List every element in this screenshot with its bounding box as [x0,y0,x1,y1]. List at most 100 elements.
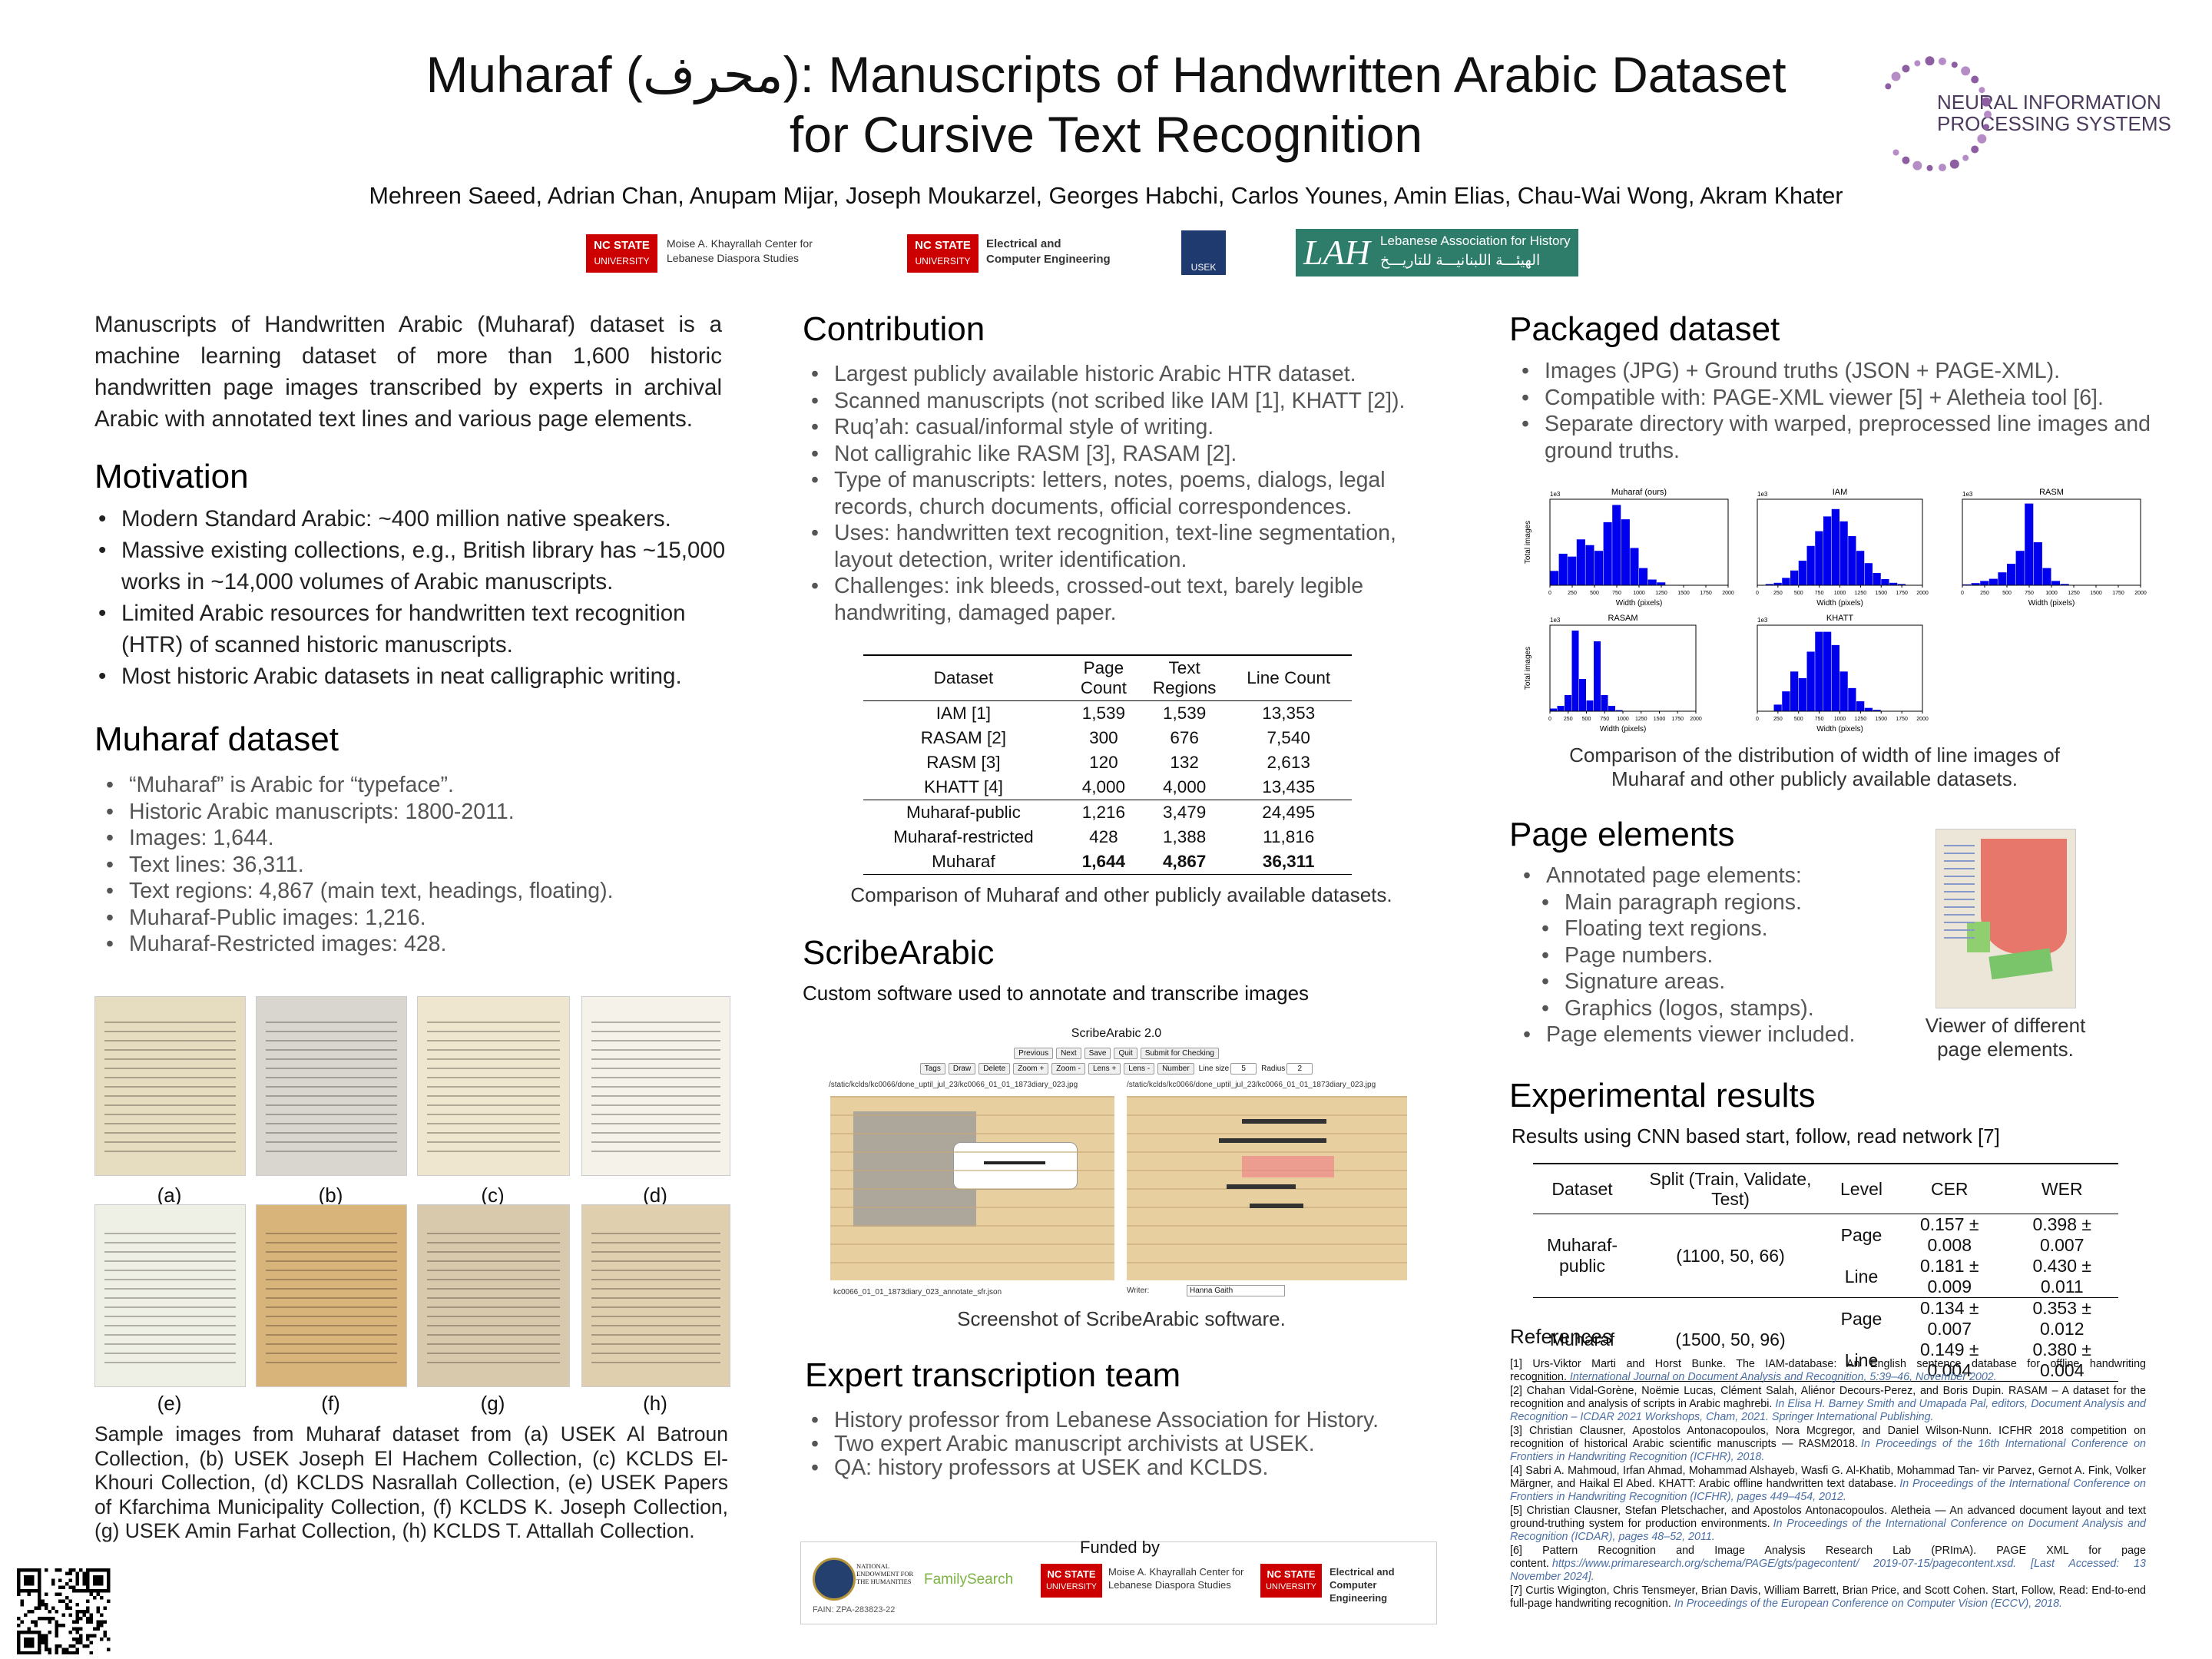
qr-module [68,1644,72,1648]
qr-module [68,1651,72,1654]
app-button[interactable]: Submit for Checking [1140,1048,1219,1059]
histogram-bar [1585,545,1594,585]
tool-button[interactable]: Lens + [1088,1063,1121,1075]
sample-label: (c) [481,1184,505,1207]
qr-module [45,1617,48,1621]
qr-module [45,1634,48,1637]
qr-module [24,1651,28,1654]
qr-module [20,1620,24,1624]
qr-module [24,1578,28,1582]
qr-module [89,1613,93,1617]
qr-module [38,1644,41,1648]
tool-button[interactable]: Tags [919,1063,945,1075]
table-group: Muharaf-public 1,216 3,479 24,495 Muharaf-re… [863,800,1352,875]
qr-module [38,1631,41,1634]
qr-module [79,1634,83,1637]
column-header: Page Count [1063,654,1144,701]
qr-module [68,1585,72,1589]
table-cell: 4,000 [1162,777,1207,796]
qr-module [93,1582,97,1586]
sample-photo [581,1204,730,1387]
logo-text: NATIONAL ENDOWMENT FOR THE HUMANITIES [856,1562,914,1585]
histogram-bar [1823,516,1832,585]
qr-module [96,1620,100,1624]
table-caption: Comparison of Muharaf and other publicly… [850,883,1392,906]
qr-module [48,1620,51,1624]
table-cell: 13,435 [1262,777,1316,796]
qr-module [38,1641,41,1644]
histogram: Muharaf (ours) 1e3 0 250 500 750 1000 1250 1500 1… [1524,488,1734,608]
qr-module [48,1610,51,1614]
handwriting [427,1020,560,1160]
table-cell: 0.149 ± 0.004 [1919,1339,1979,1380]
writer-field[interactable]: Hanna Gaith [1187,1285,1285,1296]
histogram-title: Muharaf (ours) [1611,488,1667,497]
app-button[interactable]: Next [1056,1048,1081,1059]
histogram-title: RASM [2039,488,2064,497]
qr-module [55,1631,58,1634]
qr-module [45,1603,48,1607]
x-tick-label: 250 [1980,591,1989,596]
qr-module [41,1634,45,1637]
qr-module [58,1599,62,1603]
tool-input[interactable]: 5 [1230,1063,1257,1075]
qr-module [24,1631,28,1634]
tool-button[interactable]: Zoom - [1051,1063,1085,1075]
reference-venue: In Elisa H. Barney Smith and Umapada Pal… [1510,1398,2146,1423]
table-cell: 3,479 [1162,803,1207,822]
list-item: Historic Arabic manuscripts: 1800-2011. [106,799,720,826]
histogram-bar [1594,641,1601,711]
x-tick-label: 1000 [1617,717,1629,722]
tool-button[interactable]: Lens - [1124,1063,1155,1075]
tool-button[interactable]: Delete [979,1063,1011,1075]
list-item: Annotated page elements: [1523,863,1907,889]
section-heading: Motivation [94,458,249,495]
writer-label: Writer: [1127,1286,1150,1295]
handwriting [266,1020,397,1160]
app-button[interactable]: Save [1084,1048,1111,1059]
app-button[interactable]: Previous [1014,1048,1054,1059]
tool-button[interactable]: Draw [948,1063,976,1075]
logo-text: UNIVERSITY [915,256,971,267]
table-cell: 7,540 [1267,728,1310,747]
histogram-bar [1839,671,1848,711]
table-cell: Muharaf-restricted [893,827,1034,846]
qr-module [58,1592,62,1596]
qr-module [45,1592,48,1596]
reference-text: [1] Urs-Viktor Marti and Horst Bunke. Th… [1510,1358,2146,1383]
x-tick-label: 0 [1548,591,1551,596]
references-heading: References [1510,1325,1612,1348]
tool-label: Radius [1261,1065,1286,1073]
histogram-title: KHATT [1826,614,1854,623]
tool-button[interactable]: Number [1157,1063,1194,1075]
qr-module [38,1596,41,1600]
qr-module [107,1589,111,1593]
qr-module [103,1568,107,1572]
qr-module [27,1644,31,1648]
table-cell: RASAM [2] [920,728,1007,747]
qr-module [24,1644,28,1648]
tool-button[interactable]: Zoom + [1013,1063,1049,1075]
region [1988,948,2053,980]
qr-module [17,1641,21,1644]
qr-module [31,1610,35,1614]
tool-input[interactable]: 2 [1286,1063,1313,1075]
reference-venue: In Proceedings of the International Conf… [1510,1518,2146,1543]
qr-module [89,1568,93,1572]
tool-row: Tags Draw Delete Zoom + Zoom - Lens + Lens - Nu… [826,1061,1407,1075]
app-button[interactable]: Quit [1114,1048,1137,1059]
qr-module [31,1620,35,1624]
qr-module [100,1613,104,1617]
x-tick-label: 2000 [1690,717,1702,722]
list-item: Text regions: 4,867 (main text, headings… [106,878,720,905]
file-path: /static/kclds/kc0066/done_uptil_jul_23/k… [829,1081,1078,1089]
x-tick-label: 1750 [1896,591,1908,596]
qr-module [65,1571,69,1575]
histogram-bar [1856,701,1865,711]
histogram-bar [2042,568,2051,585]
qr-module [61,1651,65,1654]
qr-module [27,1631,31,1634]
histogram-bar [1856,551,1865,585]
list-item: Two expert Arabic manuscript archivists … [811,1432,1449,1457]
